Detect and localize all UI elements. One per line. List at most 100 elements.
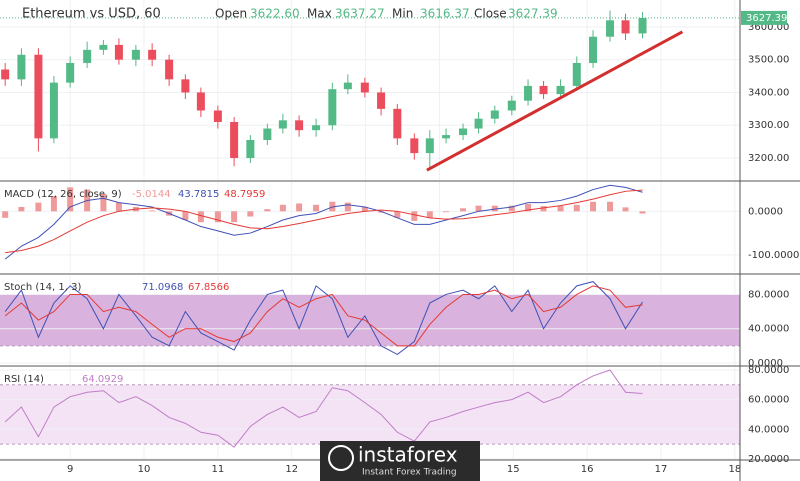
ohlc-label: Max	[307, 7, 332, 21]
y-tick-label: 3400.00	[748, 87, 789, 98]
x-tick-label: 16	[581, 464, 594, 475]
candle-body	[246, 140, 255, 159]
histogram-bar	[426, 211, 433, 218]
y-tick-label: 40.0000	[748, 324, 789, 335]
candle-body	[524, 85, 533, 101]
indicator-line	[4, 281, 643, 355]
histogram-bar	[247, 211, 254, 217]
ohlc-value: 3616.37	[420, 7, 470, 21]
last-price-label: 3627.39	[746, 13, 787, 24]
histogram-bar	[197, 211, 204, 223]
indicator-line	[4, 285, 643, 347]
histogram-bar	[115, 202, 122, 212]
indicator-title: Stoch (14, 1, 3)	[4, 282, 81, 293]
candle-body	[34, 54, 43, 139]
histogram-bar	[622, 207, 629, 212]
histogram-bar	[573, 204, 580, 212]
candle-body	[66, 62, 75, 83]
candle-body	[490, 110, 499, 119]
ohlc-label: Open	[215, 7, 247, 21]
y-tick-label: 40.0000	[748, 424, 789, 435]
histogram-bar	[443, 211, 450, 213]
candle-body	[263, 128, 272, 140]
histogram-bar	[508, 205, 515, 212]
histogram-bar	[525, 203, 532, 212]
y-tick-label: 0.0000	[748, 358, 783, 369]
histogram-bar	[67, 187, 74, 212]
candle-body	[148, 49, 157, 60]
histogram-bar	[394, 211, 401, 218]
candle-body	[393, 108, 402, 139]
indicator-readout: 43.7815	[178, 189, 219, 200]
candle-body	[638, 17, 647, 34]
x-tick-label: 15	[507, 464, 520, 475]
candle-body	[83, 49, 92, 63]
y-tick-label: 80.0000	[748, 289, 789, 300]
indicator-title: RSI (14)	[4, 374, 44, 385]
y-tick-label: 80.0000	[748, 365, 789, 376]
candle-body	[539, 85, 548, 95]
candle-body	[165, 59, 174, 80]
histogram-bar	[100, 193, 107, 212]
histogram-bar	[607, 201, 614, 212]
candle-body	[213, 110, 222, 122]
histogram-bar	[2, 211, 9, 218]
indicator-band	[0, 384, 740, 445]
histogram-bar	[590, 201, 597, 212]
candle-body	[459, 128, 468, 136]
histogram-bar	[557, 206, 564, 212]
histogram-bar	[344, 202, 351, 212]
indicator-band	[0, 294, 740, 346]
histogram-bar	[50, 196, 57, 212]
watermark: instaforex Instant Forex Trading	[320, 441, 480, 481]
indicator-readout: -5.0144	[132, 189, 171, 200]
histogram-bar	[214, 211, 221, 223]
candle-body	[295, 120, 304, 131]
histogram-bar	[231, 211, 238, 223]
histogram-bar	[411, 211, 418, 221]
histogram-bar	[491, 205, 498, 212]
y-tick-label: 3300.00	[748, 120, 789, 131]
chart-title: Ethereum vs USD, 60	[22, 7, 161, 22]
last-price-tag	[741, 10, 787, 25]
y-tick-label: 3600.00	[748, 22, 789, 33]
candle-body	[343, 82, 352, 90]
candle-body	[410, 138, 419, 154]
candle-body	[377, 92, 386, 109]
histogram-bar	[540, 206, 547, 212]
watermark-logo	[328, 445, 354, 471]
indicator-line	[4, 369, 643, 448]
watermark-brand: instaforex	[358, 443, 458, 467]
histogram-bar	[378, 211, 385, 213]
candle-body	[556, 85, 565, 95]
candle-body	[131, 49, 140, 60]
indicator-title: MACD (12, 26, close, 9)	[4, 189, 122, 200]
candle-body	[621, 20, 630, 34]
candle-body	[278, 120, 287, 129]
ohlc-label: Close	[474, 7, 507, 21]
ohlc-value: 3622.60	[250, 7, 300, 21]
candle-body	[230, 121, 239, 159]
histogram-bar	[460, 208, 467, 212]
candle-body	[572, 62, 581, 86]
histogram-bar	[279, 204, 286, 212]
y-tick-label: -100.0000	[748, 250, 799, 261]
indicator-line	[5, 189, 643, 254]
histogram-bar	[264, 209, 271, 212]
candle-body	[17, 54, 26, 80]
x-tick-label: 17	[655, 464, 668, 475]
candle-body	[474, 118, 483, 129]
indicator-readout: 67.8566	[188, 282, 229, 293]
ohlc-value: 3627.39	[508, 7, 558, 21]
candle-body	[196, 92, 205, 111]
histogram-bar	[182, 211, 189, 221]
y-tick-label: 60.0000	[748, 395, 789, 406]
candle-body	[1, 69, 10, 80]
histogram-bar	[313, 204, 320, 212]
ohlc-label: Min	[392, 7, 413, 21]
histogram-bar	[296, 203, 303, 212]
ohlc-value: 3637.27	[335, 7, 385, 21]
candle-body	[49, 82, 58, 139]
histogram-bar	[149, 210, 156, 212]
